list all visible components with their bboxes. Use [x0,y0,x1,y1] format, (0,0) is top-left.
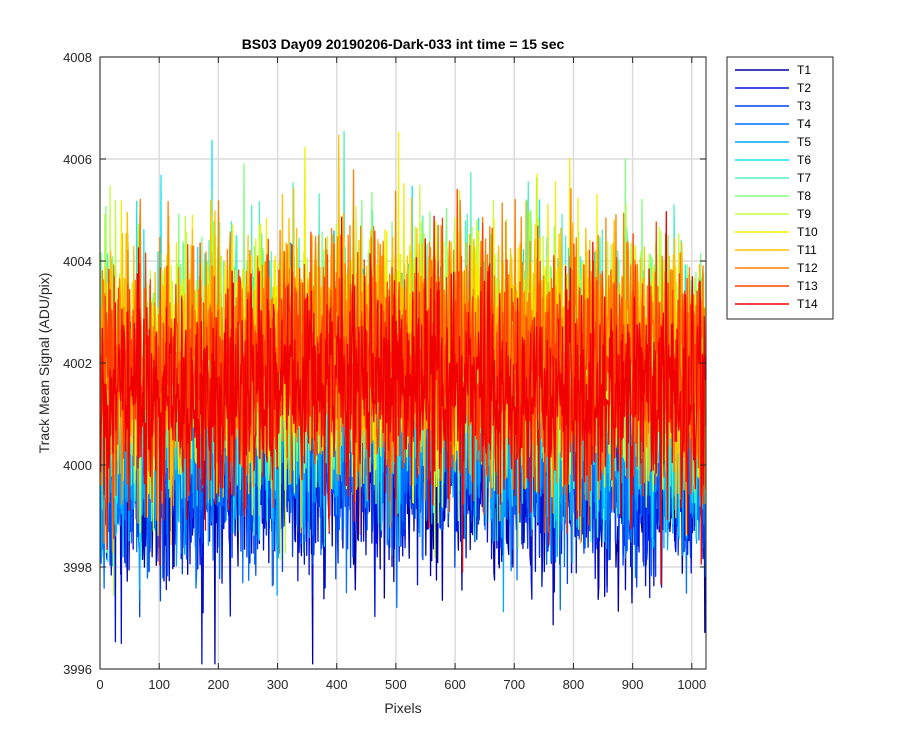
legend-label: T2 [797,81,811,95]
legend-label: T14 [797,297,818,311]
y-tick-label: 4002 [63,356,92,371]
x-tick-label: 300 [267,677,289,692]
x-tick-label: 500 [385,677,407,692]
series-group [100,130,706,665]
legend-box [726,56,834,320]
x-axis-label: Pixels [384,700,421,716]
x-tick-label: 700 [503,677,525,692]
legend: T1 T2 T3 T4 T5 T6 T7 T8 T9 T10 T11 T12 T13 T14 [726,56,834,320]
y-tick-label: 3996 [63,662,92,677]
legend-label: T13 [797,279,818,293]
y-ticks: 3996 3998 4000 4002 4004 4006 4008 [63,50,706,677]
legend-label: T8 [797,189,811,203]
legend-label: T4 [797,117,811,131]
y-tick-label: 4000 [63,458,92,473]
legend-label: T1 [797,63,811,77]
legend-label: T3 [797,99,811,113]
legend-label: T10 [797,225,818,239]
legend-label: T9 [797,207,811,221]
x-tick-label: 200 [208,677,230,692]
x-tick-label: 400 [326,677,348,692]
chart-title: BS03 Day09 20190206-Dark-033 int time = … [242,36,565,52]
y-tick-label: 4006 [63,152,92,167]
x-tick-label: 600 [444,677,466,692]
series-line-t14 [100,210,706,585]
legend-label: T6 [797,153,811,167]
legend-label: T5 [797,135,811,149]
y-tick-label: 4004 [63,254,92,269]
y-axis-label: Track Mean Signal (ADU/pix) [36,273,52,454]
x-tick-label: 0 [96,677,103,692]
x-tick-label: 800 [563,677,585,692]
legend-label: T12 [797,261,818,275]
legend-label: T7 [797,171,811,185]
legend-label: T11 [797,243,817,257]
x-ticks: 0 100 200 300 400 500 600 700 800 900 1000 [96,57,706,692]
y-tick-label: 3998 [63,560,92,575]
x-tick-label: 900 [622,677,644,692]
y-tick-label: 4008 [63,50,92,65]
x-tick-label: 100 [148,677,170,692]
x-tick-label: 1000 [677,677,706,692]
